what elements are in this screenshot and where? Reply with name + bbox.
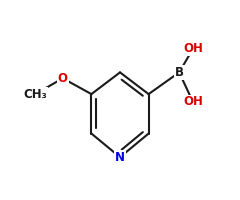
Text: B: B xyxy=(175,66,184,79)
Text: OH: OH xyxy=(183,95,203,108)
Text: O: O xyxy=(58,72,68,85)
Text: N: N xyxy=(115,151,125,164)
Text: CH₃: CH₃ xyxy=(23,88,47,101)
Text: OH: OH xyxy=(183,42,203,55)
